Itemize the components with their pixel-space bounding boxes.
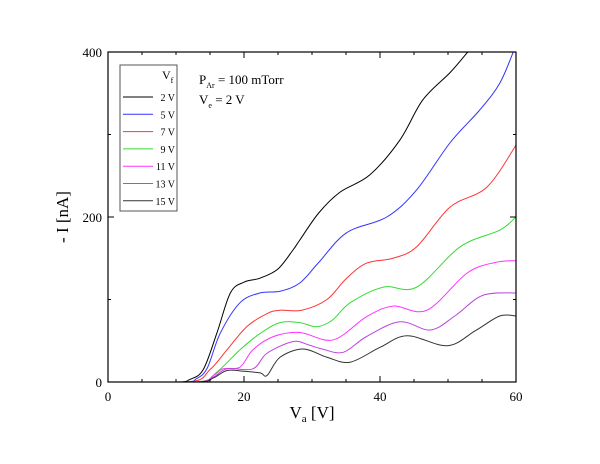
legend-label: 15 V <box>155 197 175 208</box>
ve-annotation: Ve = 2 V <box>199 92 245 110</box>
legend-label: 11 V <box>156 162 176 173</box>
series-line-2v <box>108 52 469 382</box>
x-axis-label: Va [V] <box>289 403 334 425</box>
legend-label: 7 V <box>160 128 175 139</box>
legend-label: 2 V <box>160 93 175 104</box>
pressure-annotation: PAr = 100 mTorr <box>199 72 284 90</box>
x-tick-label: 40 <box>374 389 387 404</box>
x-tick-label: 60 <box>510 389 523 404</box>
legend-label: 9 V <box>160 145 175 156</box>
series-line-11v <box>108 260 516 382</box>
series-line-5v <box>108 52 514 382</box>
y-tick-label: 400 <box>83 45 103 60</box>
series-line-9v <box>108 216 516 382</box>
series-lines <box>108 52 516 382</box>
axis-ticks <box>107 51 517 383</box>
series-line-15v <box>108 314 516 382</box>
series-line-7v <box>108 144 516 382</box>
x-tick-label: 0 <box>105 389 112 404</box>
tick-labels: 0 20 40 60 0 200 400 <box>83 45 523 404</box>
x-tick-label: 20 <box>238 389 251 404</box>
legend-label: 5 V <box>160 110 175 121</box>
y-tick-label: 200 <box>83 210 103 225</box>
legend-box <box>119 64 178 212</box>
series-line-13v <box>108 292 516 382</box>
y-axis-label: - I [nA] <box>53 191 72 243</box>
legend: Vf 2 V 5 V 7 V 9 V 11 V 13 V 15 V <box>119 64 178 212</box>
legend-title: Vf <box>162 68 174 85</box>
legend-label: 13 V <box>155 180 175 191</box>
y-tick-label: 0 <box>96 375 103 390</box>
